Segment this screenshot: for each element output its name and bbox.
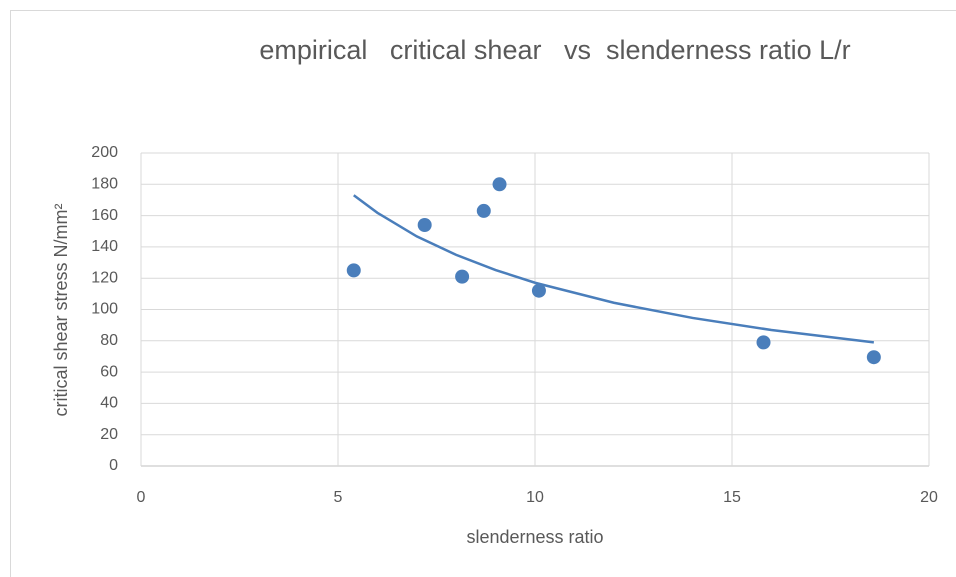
data-point	[346, 263, 361, 278]
data-point	[756, 335, 771, 350]
y-tick-label: 100	[91, 301, 118, 318]
y-tick-label: 140	[91, 238, 118, 255]
x-tick-label: 15	[723, 489, 741, 506]
data-point	[417, 217, 432, 232]
data-point	[476, 203, 491, 218]
y-tick-label: 180	[91, 176, 118, 193]
data-point	[492, 177, 507, 192]
x-tick-label: 5	[334, 489, 343, 506]
data-point	[455, 269, 470, 284]
chart-title: empirical critical shear vs slenderness …	[259, 35, 851, 65]
y-tick-label: 20	[100, 426, 118, 443]
x-axis-label: slenderness ratio	[466, 527, 603, 547]
chart-border	[10, 10, 956, 577]
trendline	[353, 194, 874, 344]
y-tick-label: 80	[100, 332, 118, 349]
y-tick-label: 200	[91, 144, 118, 161]
y-tick-label: 160	[91, 207, 118, 224]
x-tick-label: 10	[526, 489, 544, 506]
y-tick-label: 40	[100, 395, 118, 412]
y-axis-label: critical shear stress N/mm²	[51, 203, 71, 416]
y-tick-label: 0	[109, 457, 118, 474]
data-point	[531, 283, 546, 298]
y-tick-label: 60	[100, 363, 118, 380]
y-tick-label: 120	[91, 269, 118, 286]
data-point	[866, 350, 881, 365]
x-tick-label: 20	[920, 489, 938, 506]
x-tick-label: 0	[137, 489, 146, 506]
